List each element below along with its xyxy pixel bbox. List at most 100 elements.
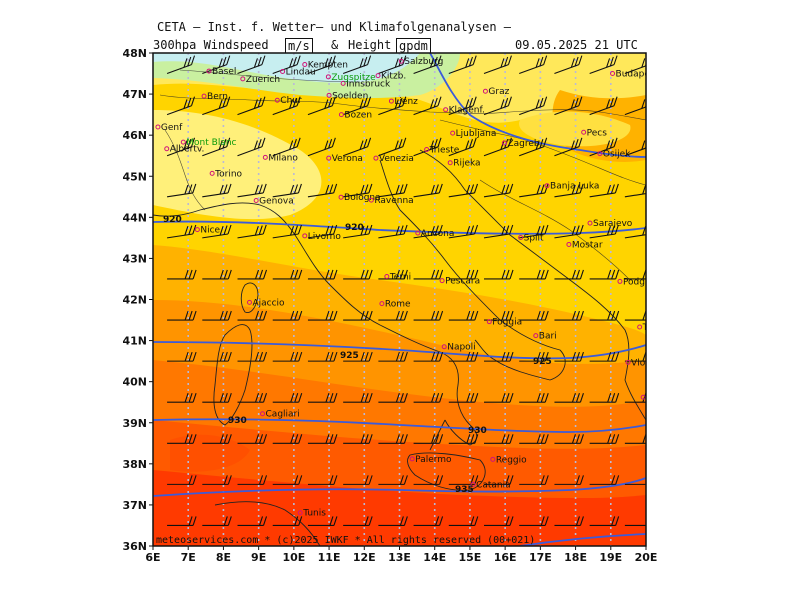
barb-feather bbox=[294, 475, 299, 485]
wind-barb bbox=[483, 224, 514, 239]
wind-speed-shading: Salzburg Budapest Pecs Basel Kempten Zuerich L… bbox=[153, 53, 671, 546]
city-dot bbox=[155, 124, 161, 130]
barb-feather bbox=[642, 184, 646, 195]
barb-feather bbox=[403, 310, 408, 321]
wind-barb bbox=[448, 269, 479, 280]
lat-label: 46N bbox=[122, 129, 147, 142]
barb-feather bbox=[606, 58, 611, 68]
barb-feather bbox=[536, 434, 541, 444]
city-label: Genf bbox=[161, 123, 183, 133]
wind-barb bbox=[272, 434, 303, 444]
wind-barb bbox=[378, 96, 407, 116]
barb-feather bbox=[570, 58, 575, 68]
barb-feather bbox=[293, 184, 299, 194]
copyright-footer: meteoservices.com * (c)2025 IWKF * All r… bbox=[156, 535, 535, 546]
city-dot bbox=[424, 147, 430, 153]
wind-barb bbox=[202, 55, 231, 75]
barb-feather bbox=[329, 184, 334, 194]
city-label: Bern bbox=[207, 92, 228, 102]
barb-feather bbox=[364, 310, 369, 321]
barb-feather bbox=[579, 393, 584, 403]
barb-feather bbox=[227, 224, 232, 235]
barb-feather bbox=[611, 351, 616, 362]
wind-barb bbox=[413, 516, 444, 527]
barb-shaft bbox=[483, 233, 510, 239]
barb-feather bbox=[544, 393, 549, 403]
wind-barb bbox=[272, 475, 303, 485]
city-label: Mostar bbox=[572, 240, 603, 250]
barb-feather bbox=[298, 351, 303, 362]
wind-barb bbox=[272, 96, 301, 116]
barb-feather bbox=[474, 393, 479, 403]
barb-feather bbox=[609, 56, 614, 67]
barb-feather bbox=[360, 269, 365, 280]
city-dot bbox=[340, 80, 346, 86]
barb-feather bbox=[227, 393, 232, 403]
barb-feather bbox=[575, 434, 580, 444]
barb-feather bbox=[261, 55, 266, 65]
red-patch-sardinia bbox=[170, 434, 250, 472]
wind-barb bbox=[554, 393, 584, 403]
wind-barb bbox=[554, 475, 584, 485]
wind-barb bbox=[484, 516, 514, 527]
barb-feather bbox=[325, 393, 330, 403]
city-label: Corfu bbox=[646, 393, 670, 403]
barb-feather bbox=[184, 351, 189, 362]
wind-barb bbox=[589, 351, 620, 362]
barb-feather bbox=[254, 351, 260, 362]
barb-feather bbox=[296, 137, 301, 147]
barb-feather bbox=[507, 96, 512, 106]
barb-feather bbox=[298, 310, 303, 321]
barb-feather bbox=[544, 475, 549, 485]
barb-feather bbox=[367, 137, 372, 147]
barb-feather bbox=[258, 225, 263, 235]
wind-barb bbox=[448, 516, 479, 527]
wind-barb bbox=[272, 224, 302, 239]
barb-feather bbox=[289, 58, 294, 68]
city-label: Klagenf. bbox=[449, 106, 485, 116]
city-label: Tirana bbox=[642, 323, 671, 333]
barb-feather bbox=[501, 269, 506, 280]
city-dot bbox=[533, 333, 539, 339]
barb-feather bbox=[613, 137, 618, 147]
barb-feather bbox=[184, 434, 189, 444]
barb-feather bbox=[610, 184, 615, 194]
barb-feather bbox=[292, 138, 297, 149]
axes: 48N 47N 46N 45N 44N 43N 42N 41N 40N 39N 38N 37N 36N6… bbox=[122, 47, 657, 564]
wind-barb bbox=[166, 55, 196, 75]
city-label: Ljubljana bbox=[456, 129, 497, 139]
barb-feather bbox=[258, 475, 264, 485]
barb-feather bbox=[399, 475, 404, 485]
wind-barb bbox=[483, 183, 514, 198]
barb-feather bbox=[192, 393, 197, 403]
barb-feather bbox=[470, 225, 475, 235]
barb-feather bbox=[611, 516, 616, 526]
sardinia-coast bbox=[213, 324, 253, 426]
lat-label: 40N bbox=[122, 376, 147, 389]
barb-feather bbox=[261, 96, 266, 106]
barb-feather bbox=[290, 351, 295, 362]
city-label: Budapest bbox=[616, 70, 659, 80]
barb-feather bbox=[501, 226, 506, 236]
city-label: Osijek bbox=[603, 150, 631, 160]
graticule bbox=[187, 53, 612, 546]
lat-label: 37N bbox=[122, 499, 147, 512]
city-dot bbox=[297, 510, 303, 516]
barb-feather bbox=[359, 99, 364, 109]
barb-shaft bbox=[483, 192, 510, 198]
barb-feather bbox=[647, 311, 650, 320]
barb-feather bbox=[223, 225, 228, 235]
wind-barb bbox=[202, 516, 232, 527]
barb-feather bbox=[289, 140, 294, 150]
barb-feather bbox=[227, 310, 232, 321]
barb-feather bbox=[258, 184, 263, 194]
barb-shaft bbox=[519, 192, 546, 198]
barb-feather bbox=[609, 138, 614, 149]
barb-feather bbox=[333, 475, 338, 485]
wind-barb bbox=[589, 269, 620, 280]
barb-feather bbox=[505, 225, 510, 235]
contour-south bbox=[519, 533, 646, 546]
barb-feather bbox=[504, 97, 509, 108]
barb-feather bbox=[367, 96, 372, 106]
barb-feather bbox=[363, 56, 368, 67]
